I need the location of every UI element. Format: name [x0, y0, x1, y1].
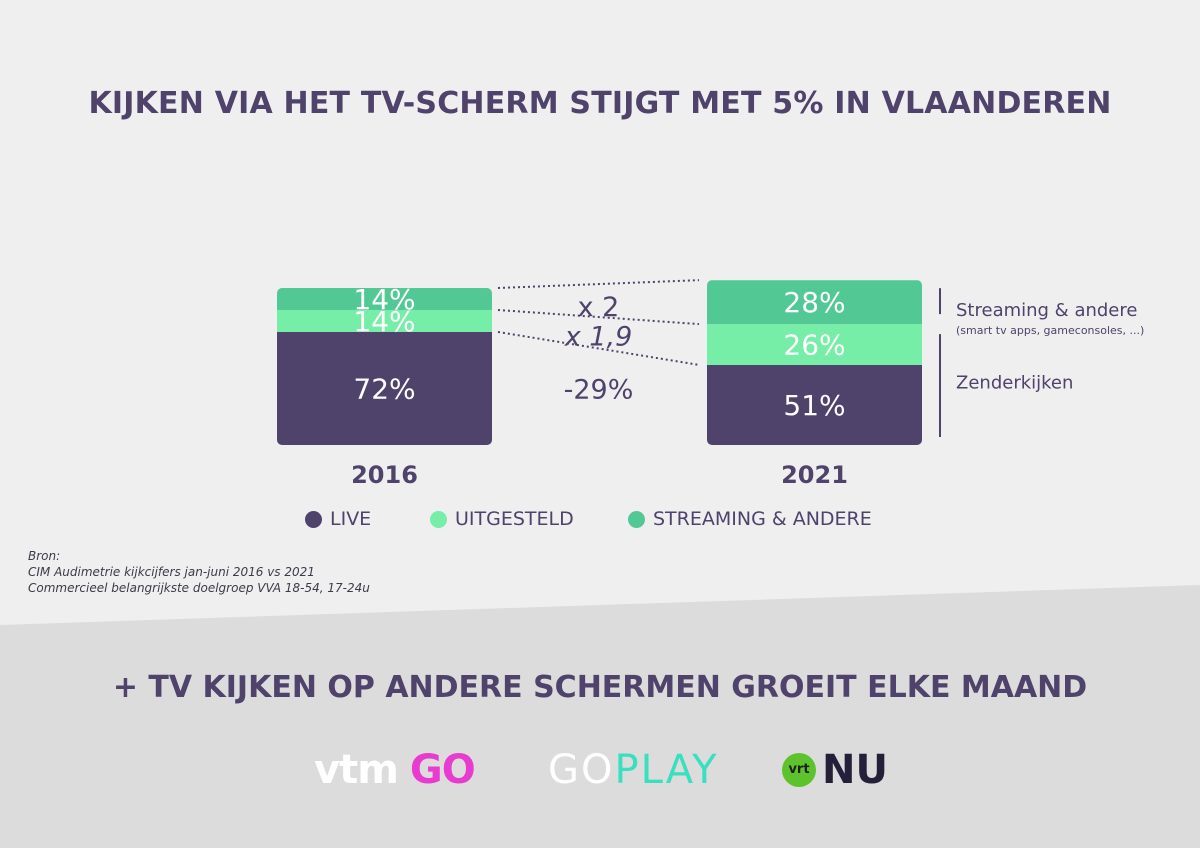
data-label: 26%: [783, 329, 845, 362]
bar-live-2016: [277, 331, 492, 445]
legend-item-uitgesteld: UITGESTELD: [430, 508, 574, 530]
data-label: 14%: [353, 283, 415, 316]
vtm-go-logo-text: GO: [409, 747, 476, 793]
vtm-go-logo: vtm GO: [314, 747, 476, 793]
goplay-logo: GOPLAY: [548, 750, 719, 790]
vrt-badge: vrt: [782, 753, 816, 787]
change-label: x 2: [578, 292, 620, 323]
connector-line: [497, 308, 700, 326]
connector-line: [497, 330, 700, 366]
legend-item-streaming: STREAMING & ANDERE: [628, 508, 872, 530]
data-label: 72%: [353, 372, 415, 405]
bracket-label: Streaming & andere: [956, 300, 1137, 321]
bar-uitgesteld-2021: [707, 324, 922, 365]
legend-swatch-live: [305, 510, 322, 528]
source-note: Bron: CIM Audimetrie kijkcijfers jan-jun…: [28, 548, 370, 596]
legend: LIVE UITGESTELD STREAMING & ANDERE: [0, 508, 1200, 538]
bar-streaming-2021: [707, 280, 922, 325]
bracket-label: Zenderkijken: [956, 373, 1073, 394]
data-label: 51%: [783, 389, 845, 422]
bracket-sublabel: (smart tv apps, gameconsoles, ...): [956, 324, 1144, 337]
source-line: CIM Audimetrie kijkcijfers jan-juni 2016…: [28, 565, 315, 579]
goplay-go-text: GO: [548, 747, 615, 793]
legend-swatch-streaming: [628, 510, 645, 528]
bar-live-2021: [707, 364, 922, 445]
legend-item-live: LIVE: [305, 508, 371, 530]
vtm-logo-text: vtm: [314, 747, 399, 793]
change-label: -29%: [564, 374, 634, 405]
bar-uitgesteld-2016: [277, 309, 492, 332]
goplay-play-text: PLAY: [614, 747, 719, 793]
legend-swatch-uitgesteld: [430, 510, 447, 528]
change-label: x 1,9: [564, 321, 633, 352]
data-label: 14%: [353, 305, 415, 338]
page-title: KIJKEN VIA HET TV-SCHERM STIJGT MET 5% I…: [88, 86, 1112, 121]
source-heading: Bron:: [28, 549, 61, 563]
connector-line: [497, 279, 700, 289]
bar-streaming-2016: [277, 288, 492, 310]
vrt-nu-logo: vrt NU: [782, 750, 888, 790]
nu-logo-text: NU: [822, 747, 888, 793]
legend-label: UITGESTELD: [455, 508, 574, 530]
stacked-bar-chart: 72% 14%14% 2016 51% 26% 28% 2021 x 2x 1,9 -29% St…: [277, 279, 1144, 489]
legend-label: LIVE: [330, 508, 372, 530]
data-label: 28%: [783, 286, 845, 319]
subtitle: + TV KIJKEN OP ANDERE SCHERMEN GROEIT EL…: [112, 670, 1088, 705]
category-label: 2021: [781, 461, 848, 489]
legend-label: STREAMING & ANDERE: [653, 508, 872, 530]
source-line: Commercieel belangrijkste doelgroep VVA …: [28, 581, 370, 595]
category-label: 2016: [351, 461, 418, 489]
